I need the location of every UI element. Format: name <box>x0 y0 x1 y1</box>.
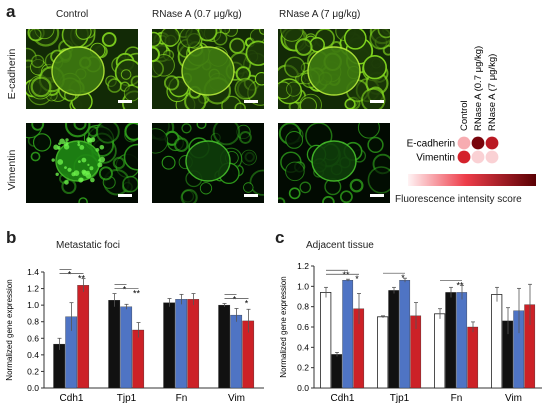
matrix-dot <box>457 150 471 164</box>
significance-mark: ** <box>342 270 350 280</box>
matrix-column-label: RNase A (7 μg/kg) <box>487 54 498 131</box>
matrix-dot <box>457 136 471 150</box>
bar <box>120 306 133 389</box>
bar <box>399 280 411 389</box>
matrix-column-label: RNase A (0.7 μg/kg) <box>473 46 484 131</box>
matrix-row-label: Vimentin <box>416 153 455 164</box>
micrograph-e-cadherin-rnase-high <box>278 29 390 109</box>
bar <box>230 314 243 389</box>
significance-mark: ** <box>456 280 464 290</box>
matrix-dot <box>485 150 499 164</box>
y-tick-label: 0.8 <box>27 317 39 327</box>
bar <box>456 292 468 389</box>
y-tick-label: 0.0 <box>27 383 39 393</box>
panel-b-title: Metastatic foci <box>56 240 120 251</box>
scale-bar <box>370 100 384 103</box>
micrograph-e-cadherin-control <box>26 29 138 109</box>
bar <box>163 302 176 389</box>
micrograph-vimentin-rnase-low <box>152 123 264 203</box>
x-tick-label: Fn <box>451 393 463 404</box>
bar <box>132 329 145 389</box>
panel-c-title: Adjacent tissue <box>306 240 374 251</box>
bar <box>77 285 90 389</box>
y-axis-label: Normalized gene expression <box>5 279 14 380</box>
y-tick-label: 0.4 <box>27 350 39 360</box>
significance-mark: * <box>123 285 127 295</box>
intensity-matrix: Control RNase A (0.7 μg/kg) RNase A (7 μg/… <box>407 46 499 164</box>
significance-mark: * <box>401 273 405 283</box>
panel-b-letter: b <box>6 228 17 247</box>
bar <box>331 354 343 389</box>
y-tick-label: 1.0 <box>297 281 309 291</box>
bar <box>377 316 389 389</box>
bar <box>342 280 354 389</box>
row-header-e-cadherin: E-cadherin <box>6 48 18 100</box>
y-tick-label: 1.2 <box>297 261 309 271</box>
panel-c-letter: c <box>275 228 285 247</box>
bar <box>491 294 503 389</box>
x-tick-label: Tjp1 <box>117 393 137 404</box>
scale-bar <box>118 100 132 103</box>
y-tick-label: 0.0 <box>297 383 309 393</box>
micrograph-vimentin-control <box>26 123 138 203</box>
significance-mark: ** <box>133 289 141 299</box>
bar <box>445 292 457 389</box>
y-tick-label: 0.6 <box>297 322 309 332</box>
significance-mark: * <box>233 294 237 304</box>
x-tick-label: Tjp1 <box>390 393 410 404</box>
micrograph-vimentin-rnase-high <box>278 123 390 203</box>
bar <box>218 304 231 389</box>
scale-bar <box>118 194 132 197</box>
y-tick-label: 1.2 <box>27 284 39 294</box>
y-axis-label: Normalized gene expression <box>279 276 288 377</box>
y-tick-label: 0.2 <box>27 366 39 376</box>
x-tick-label: Vim <box>228 393 245 404</box>
metastatic-foci-chart: Normalized gene expression 0.0 0.2 0.4 0.6 0.… <box>5 267 264 404</box>
intensity-legend-label: Fluorescence intensity score <box>395 194 522 205</box>
matrix-row-label: E-cadherin <box>407 139 455 150</box>
y-tick-label: 1.4 <box>27 267 39 277</box>
intensity-legend-bar <box>408 174 536 186</box>
bar <box>53 343 66 389</box>
scale-bar <box>244 100 258 103</box>
adjacent-tissue-chart: Normalized gene expression 0.0 0.2 0.4 0.6 0.… <box>279 261 542 404</box>
panel-a-letter: a <box>6 2 16 21</box>
y-tick-label: 0.6 <box>27 333 39 343</box>
significance-mark: * <box>68 270 72 280</box>
bar <box>434 313 446 389</box>
y-tick-label: 0.8 <box>297 302 309 312</box>
x-tick-label: Fn <box>176 393 188 404</box>
matrix-column-label: Control <box>459 100 470 131</box>
column-header-rnase-low: RNase A (0.7 μg/kg) <box>152 9 242 20</box>
micrograph-e-cadherin-rnase-low <box>152 29 264 109</box>
matrix-dot <box>485 136 499 150</box>
bar <box>187 299 200 389</box>
x-tick-label: Cdh1 <box>60 393 84 404</box>
bar <box>320 292 332 389</box>
x-tick-label: Vim <box>505 393 522 404</box>
scale-bar <box>244 194 258 197</box>
matrix-dot <box>471 150 485 164</box>
bar <box>175 299 188 389</box>
significance-mark: * <box>245 298 249 308</box>
y-tick-label: 0.4 <box>297 342 309 352</box>
bar <box>108 300 121 389</box>
significance-mark: ** <box>78 274 86 284</box>
y-tick-label: 0.2 <box>297 363 309 373</box>
scale-bar <box>370 194 384 197</box>
bar <box>467 326 479 389</box>
column-header-rnase-high: RNase A (7 μg/kg) <box>279 9 361 20</box>
bar <box>388 290 400 389</box>
x-tick-label: Cdh1 <box>331 393 355 404</box>
row-header-vimentin: Vimentin <box>6 149 18 191</box>
column-header-control: Control <box>56 9 89 20</box>
y-tick-label: 1.0 <box>27 300 39 310</box>
matrix-dot <box>471 136 485 150</box>
significance-mark: * <box>355 274 359 284</box>
